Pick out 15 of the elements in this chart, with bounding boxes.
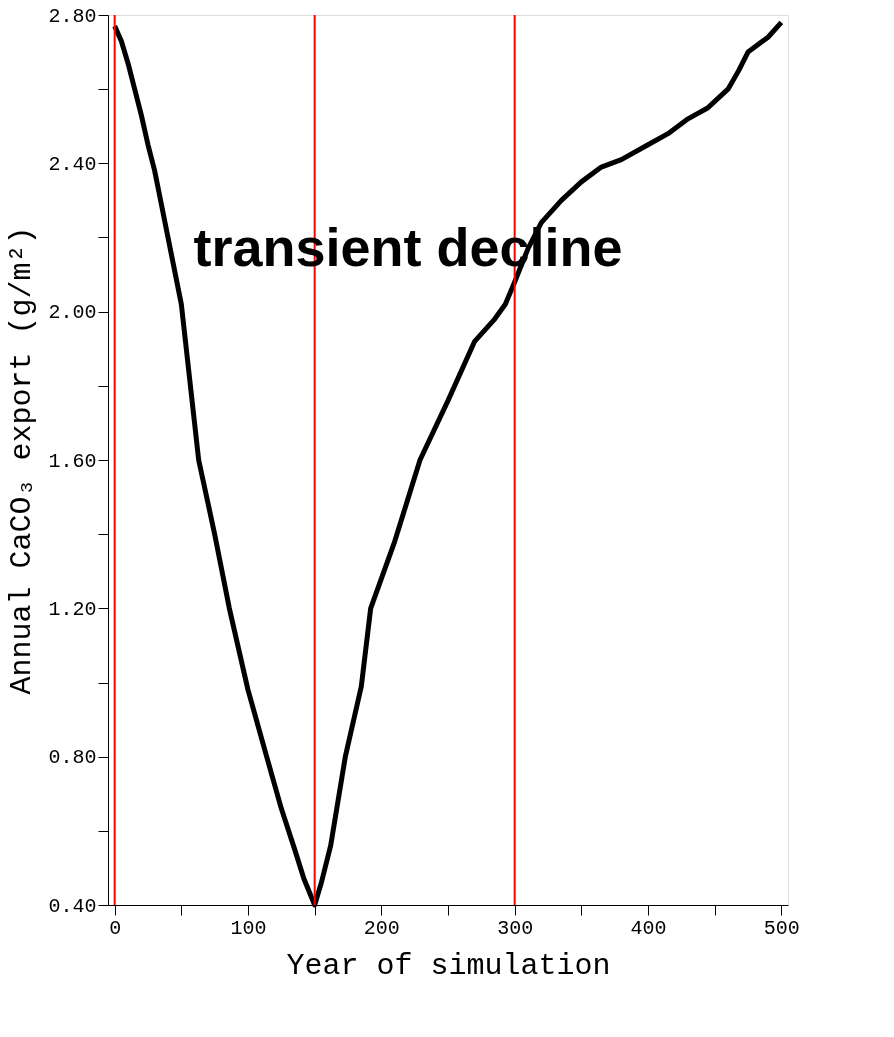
y-tick-label: 0.80 (48, 746, 97, 770)
x-tick-label: 400 (630, 916, 667, 940)
y-tick-label: 2.80 (48, 4, 97, 28)
x-tick-label: 500 (763, 916, 800, 940)
y-axis-title: Annual CaCO₃ export (g/m²) (5, 226, 40, 695)
y-tick-label: 2.00 (48, 301, 97, 325)
x-tick-label: 100 (230, 916, 267, 940)
x-tick-label: 300 (497, 916, 534, 940)
x-axis-title: Year of simulation (286, 948, 611, 983)
x-tick-label: 200 (363, 916, 400, 940)
y-tick-label: 0.40 (48, 894, 97, 918)
x-tick-label: 0 (109, 916, 122, 940)
y-tick-label: 1.60 (48, 449, 97, 473)
y-tick-label: 2.40 (48, 152, 97, 176)
y-tick-label: 1.20 (48, 597, 97, 621)
